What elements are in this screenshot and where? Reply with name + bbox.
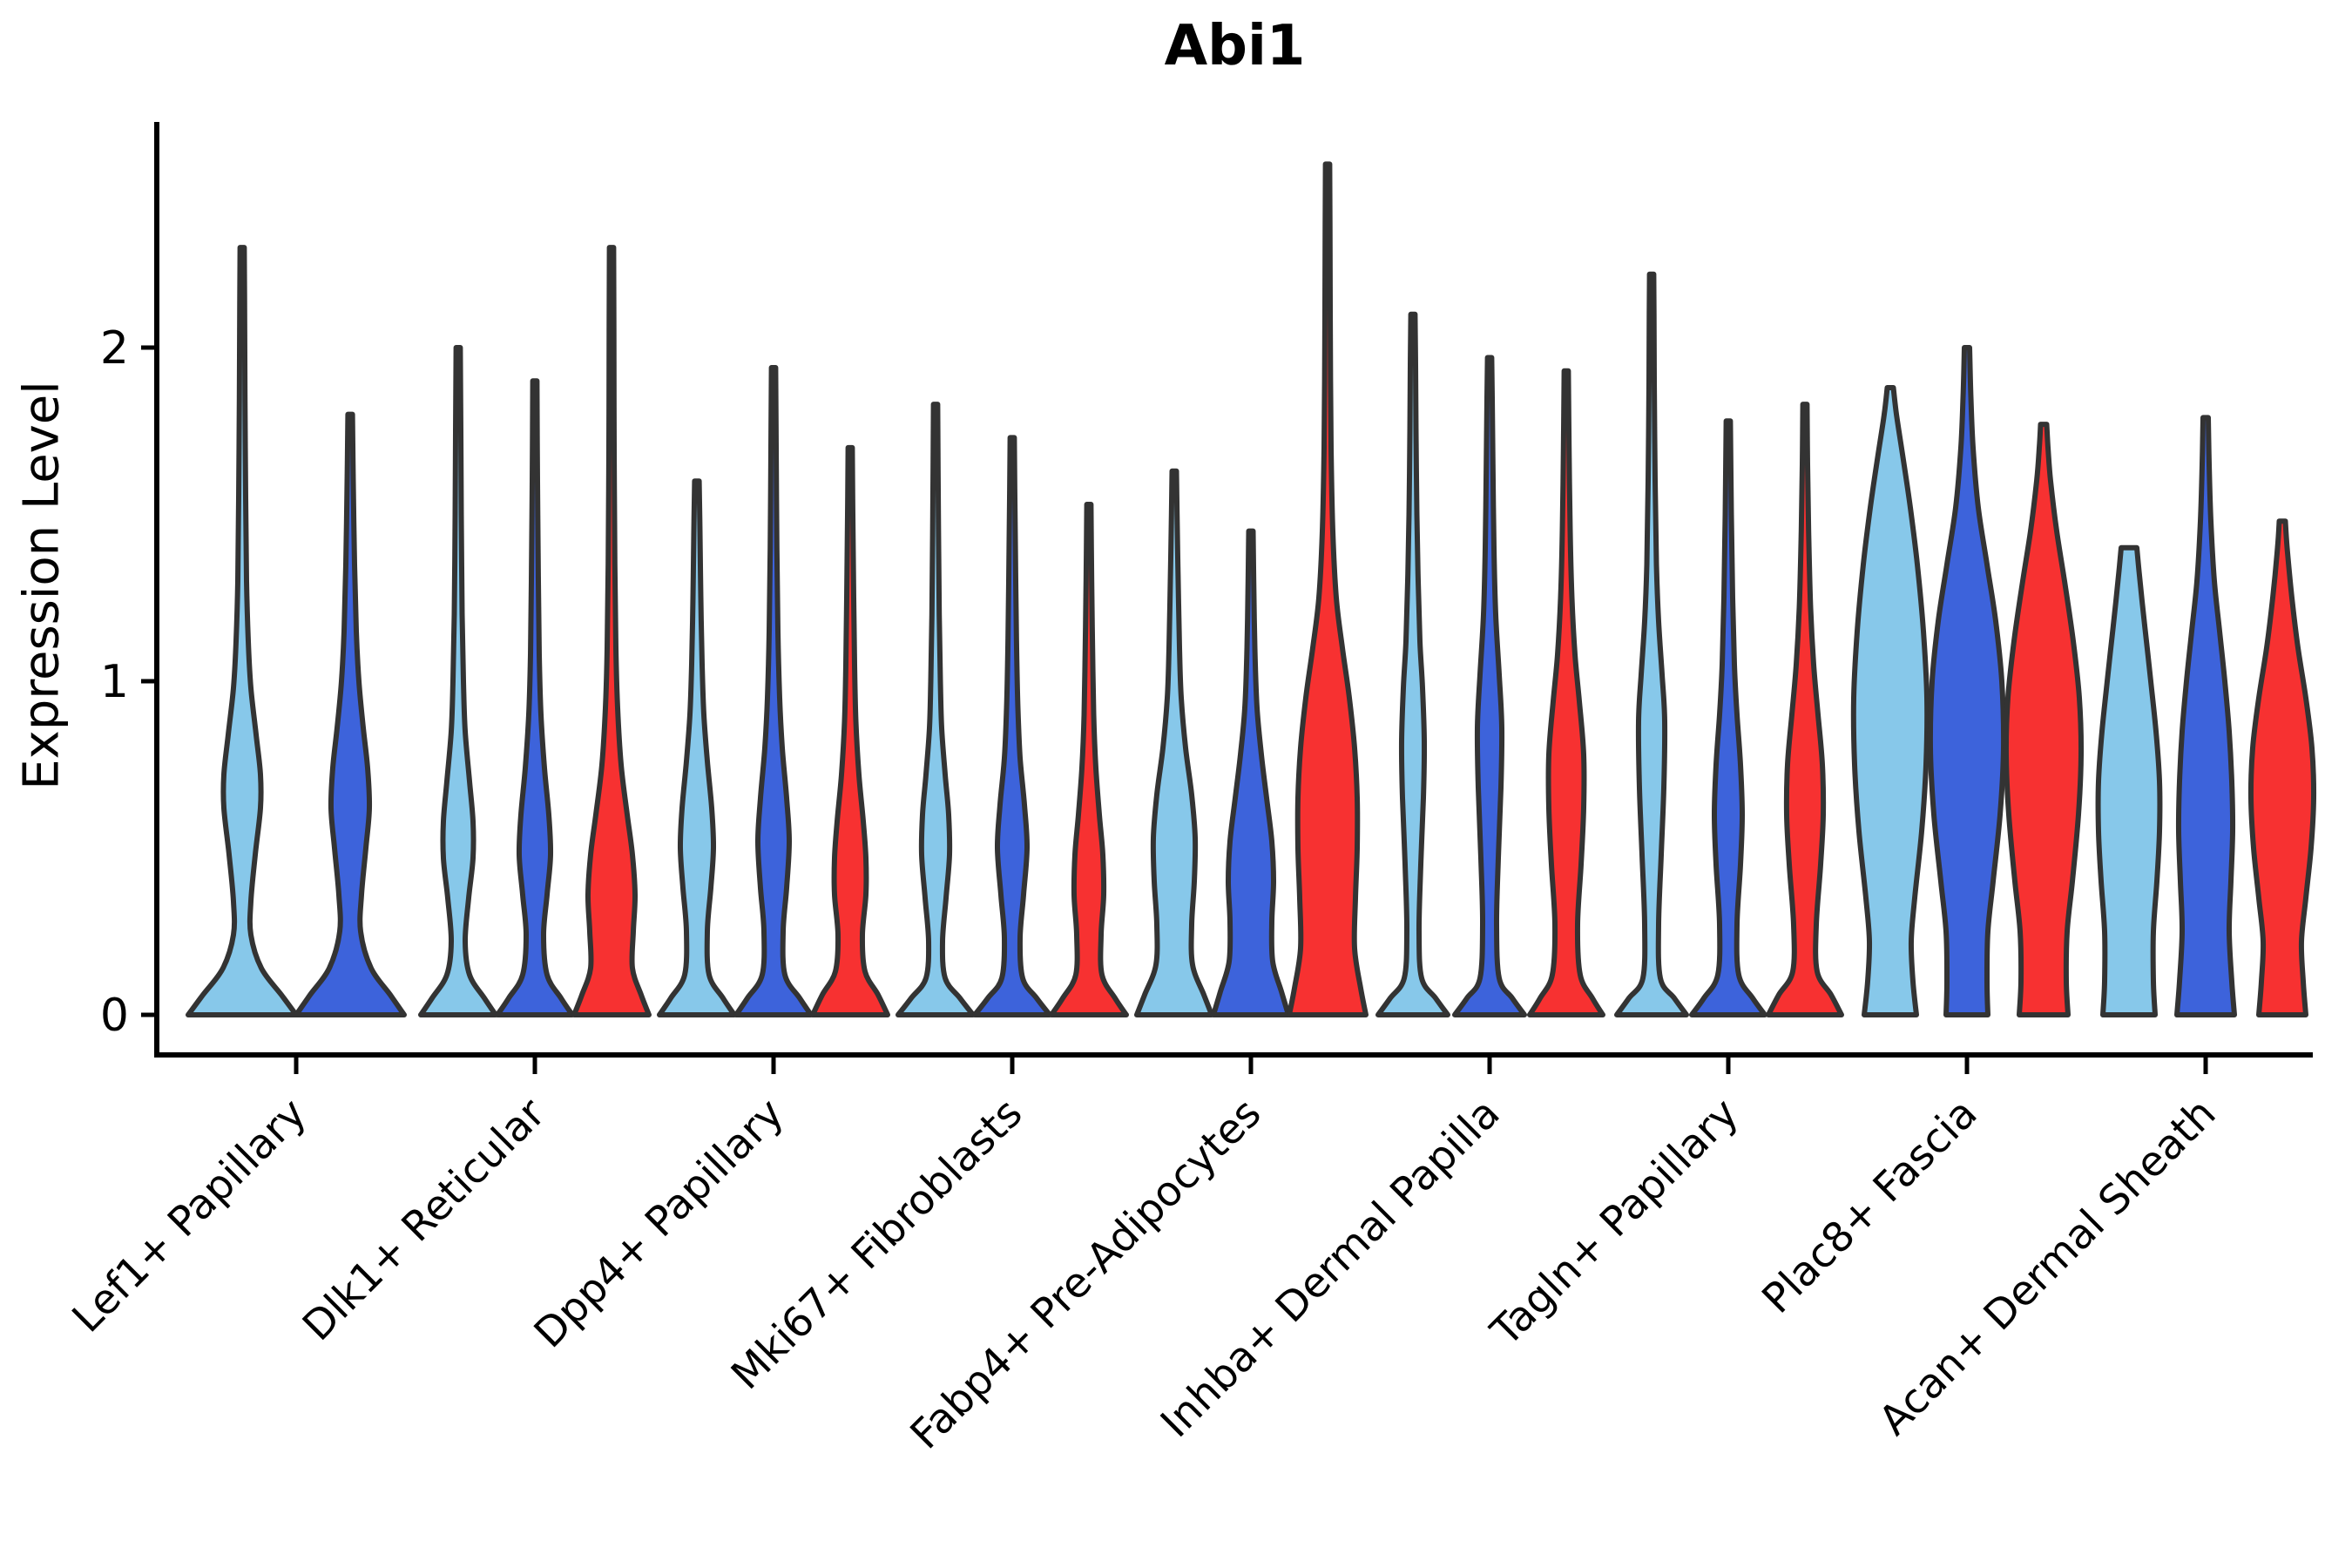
- violin-mki67-fibroblasts-light-blue: [896, 402, 976, 1017]
- violin-inhba-dermal-papilla-red: [1527, 368, 1605, 1017]
- x-tick-label-lef1-papillary: Lef1+ Papillary: [64, 1090, 316, 1342]
- y-tick-label-0: 0: [100, 990, 129, 1042]
- violin-dlk1-reticular-light-blue: [418, 345, 498, 1017]
- violin-lef1-papillary-blue: [294, 411, 407, 1017]
- violin-plac8-fascia-blue: [1927, 345, 2007, 1017]
- y-tick-label-1: 1: [100, 656, 129, 708]
- x-tick-label-plac8-fascia: Plac8+ Fascia: [1754, 1090, 1987, 1323]
- x-tick-label-dlk1-reticular: Dlk1+ Reticular: [294, 1089, 555, 1350]
- violin-dpp4-papillary-red: [810, 444, 890, 1017]
- violin-fabp4-pre-adipocytes-light-blue: [1134, 468, 1214, 1017]
- violin-dlk1-reticular-red: [571, 245, 652, 1017]
- violin-tagln-papillary-red: [1766, 402, 1844, 1017]
- violin-mki67-fibroblasts-blue: [972, 435, 1052, 1017]
- x-tick-label-dpp4-papillary: Dpp4+ Papillary: [525, 1090, 794, 1358]
- violin-tagln-papillary-blue: [1689, 418, 1767, 1017]
- violin-dpp4-papillary-blue: [733, 365, 814, 1017]
- violin-dpp4-papillary-light-blue: [657, 478, 737, 1017]
- violin-inhba-dermal-papilla-light-blue: [1375, 311, 1450, 1017]
- violin-fabp4-pre-adipocytes-blue: [1211, 528, 1291, 1017]
- violin-lef1-papillary-light-blue: [186, 245, 299, 1017]
- violin-acan-dermal-sheath-blue: [2174, 415, 2237, 1017]
- violin-plac8-fascia-light-blue: [1850, 385, 1930, 1017]
- chart-title: Abi1: [1164, 14, 1306, 78]
- x-tick-label-tagln-papillary: Tagln+ Papillary: [1482, 1090, 1748, 1356]
- y-tick-label-2: 2: [100, 322, 129, 375]
- violin-mki67-fibroblasts-red: [1049, 502, 1129, 1017]
- violin-inhba-dermal-papilla-blue: [1452, 355, 1527, 1017]
- violin-acan-dermal-sheath-red: [2247, 518, 2317, 1017]
- violin-fabp4-pre-adipocytes-red: [1287, 161, 1369, 1017]
- violin-acan-dermal-sheath-light-blue: [2095, 544, 2163, 1017]
- violin-tagln-papillary-light-blue: [1614, 271, 1689, 1017]
- y-axis-label: Expression Level: [13, 381, 71, 790]
- violin-plac8-fascia-red: [2003, 422, 2085, 1017]
- violin-dlk1-reticular-blue: [495, 378, 575, 1017]
